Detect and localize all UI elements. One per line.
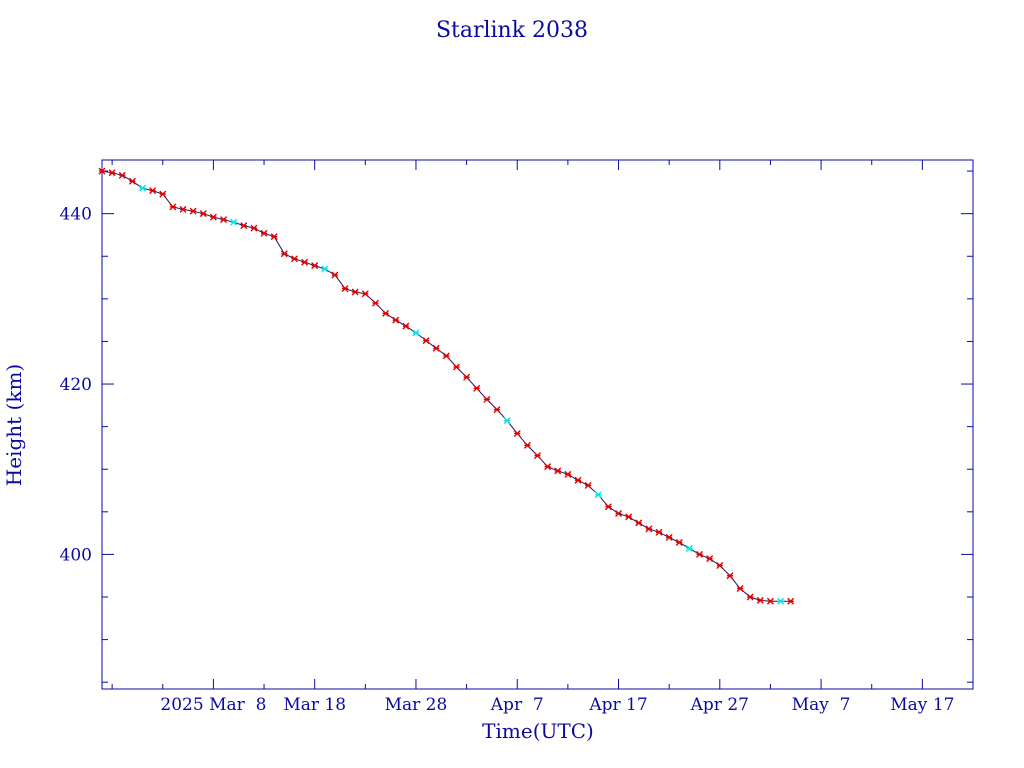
data-point: [250, 224, 258, 232]
data-point: [746, 593, 754, 601]
data-point: [371, 299, 379, 307]
chart-title: Starlink 2038: [436, 18, 588, 43]
data-point: [534, 452, 541, 460]
x-ticks: 2025 Mar 8 Mar 18 Mar 28 Apr 7 Apr 17 Apr 27 M…: [111, 160, 974, 715]
data-point: [280, 250, 288, 258]
data-point: [189, 207, 197, 215]
x-tick-label: 2025 Mar 8: [160, 695, 266, 715]
data-point: [341, 285, 349, 293]
x-tick-label: Mar 18: [283, 695, 346, 715]
data-point: [412, 329, 420, 337]
data-point: [331, 271, 339, 279]
data-point: [149, 187, 157, 195]
data-point: [301, 258, 309, 266]
data-point: [382, 309, 390, 317]
data-point: [199, 210, 207, 218]
data-point: [128, 177, 136, 185]
data-point: [645, 525, 653, 533]
data-point: [230, 218, 238, 226]
data-point: [290, 255, 298, 263]
data-point: [361, 290, 369, 298]
x-tick-label: May 7: [792, 695, 851, 715]
data-point: [209, 213, 217, 221]
data-point: [159, 190, 167, 198]
y-tick-label: 440: [60, 205, 92, 225]
data-point: [311, 262, 319, 270]
data-point: [726, 572, 734, 580]
data-point: [169, 203, 177, 211]
data-point: [523, 441, 531, 449]
data-point: [756, 596, 764, 604]
data-point: [615, 510, 623, 518]
y-tick-label: 400: [60, 545, 92, 565]
data-point: [260, 229, 268, 237]
data-point: [351, 288, 359, 296]
data-point: [139, 184, 147, 192]
data-point: [665, 533, 673, 541]
data-point: [675, 538, 683, 546]
x-tick-label: Apr 7: [490, 695, 544, 715]
data-point: [179, 205, 187, 213]
x-tick-label: Apr 17: [588, 695, 647, 715]
x-tick-label: Mar 28: [385, 695, 448, 715]
data-point: [483, 395, 491, 403]
data-point: [655, 528, 663, 536]
data-point: [98, 167, 106, 175]
plot-area: [98, 167, 795, 605]
data-point: [625, 513, 633, 521]
data-point: [402, 322, 410, 330]
data-point: [685, 544, 693, 552]
data-point: [594, 491, 602, 499]
series-line: [101, 170, 791, 602]
data-point: [442, 352, 450, 360]
data-point: [422, 337, 430, 345]
data-point: [696, 550, 704, 558]
data-point: [321, 265, 329, 273]
x-tick-label: Apr 27: [690, 695, 749, 715]
data-point: [118, 171, 126, 179]
data-point: [564, 470, 572, 478]
data-point: [787, 597, 795, 605]
y-ticks: 400 420 440: [60, 170, 973, 683]
data-point: [493, 406, 501, 414]
data-point: [270, 233, 278, 241]
data-point: [604, 503, 612, 511]
data-point: [777, 597, 785, 605]
data-point: [716, 561, 724, 569]
data-point: [574, 476, 582, 484]
x-tick-label: May 17: [890, 695, 954, 715]
plot-frame: [101, 159, 974, 690]
data-point: [766, 597, 774, 605]
data-point: [635, 519, 643, 527]
data-point: [706, 555, 714, 563]
data-point: [432, 344, 440, 352]
data-point: [503, 417, 511, 425]
data-point: [736, 584, 744, 592]
y-tick-label: 420: [60, 375, 92, 395]
data-point: [554, 467, 562, 475]
data-point: [220, 216, 228, 224]
data-point: [463, 373, 471, 381]
data-point: [108, 169, 116, 177]
y-axis-label: Height (km): [2, 364, 26, 486]
data-point: [584, 481, 592, 489]
data-point: [513, 429, 521, 437]
data-point: [452, 363, 460, 371]
data-point: [392, 316, 400, 324]
x-axis-label: Time(UTC): [482, 719, 594, 743]
data-point: [473, 384, 481, 392]
data-point: [240, 222, 248, 230]
data-point: [544, 463, 552, 471]
